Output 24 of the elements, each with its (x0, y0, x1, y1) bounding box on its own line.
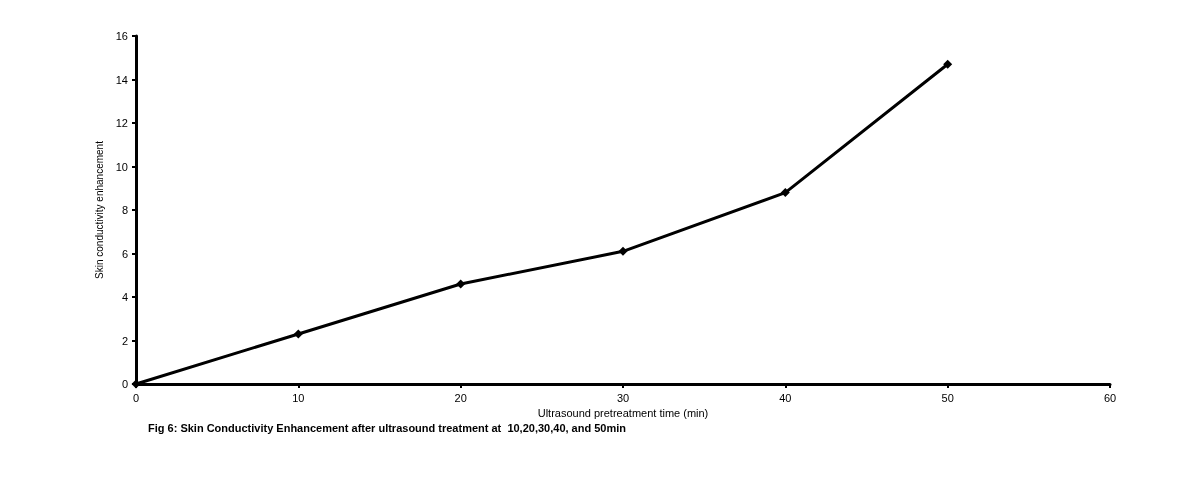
y-tick-label: 8 (121, 204, 128, 216)
x-tick-label: 10 (292, 391, 305, 404)
x-tick-label: 60 (1103, 391, 1117, 404)
x-tick-label: 50 (941, 391, 954, 404)
x-tick-label: 40 (779, 391, 792, 404)
point (456, 279, 466, 289)
y-tick-label: 2 (121, 334, 128, 347)
y-tick-label: 16 (115, 30, 128, 42)
point (618, 246, 628, 256)
caption: Fig 6: Skin Conductivity Enhancement after ultrasound treatment at 10,20,30,40, and 50min (148, 421, 627, 434)
y-axis-title: Skin conductivity enhancement (94, 140, 106, 279)
x-tick-label: 0 (132, 391, 140, 404)
y-tick-label: 6 (121, 247, 128, 260)
point (293, 329, 303, 339)
x-axis-title: Ultrasound pretreatment time (min) (537, 407, 709, 420)
y-tick-label: 12 (115, 117, 128, 129)
y-tick-label: 4 (121, 291, 128, 303)
point (943, 59, 953, 69)
point (780, 188, 790, 198)
y-tick-label: 14 (115, 73, 128, 86)
x-tick-label: 30 (616, 391, 630, 404)
x-tick-label: 20 (454, 391, 467, 404)
y-tick-label: 0 (121, 378, 128, 390)
y-tick-label: 10 (115, 160, 128, 173)
